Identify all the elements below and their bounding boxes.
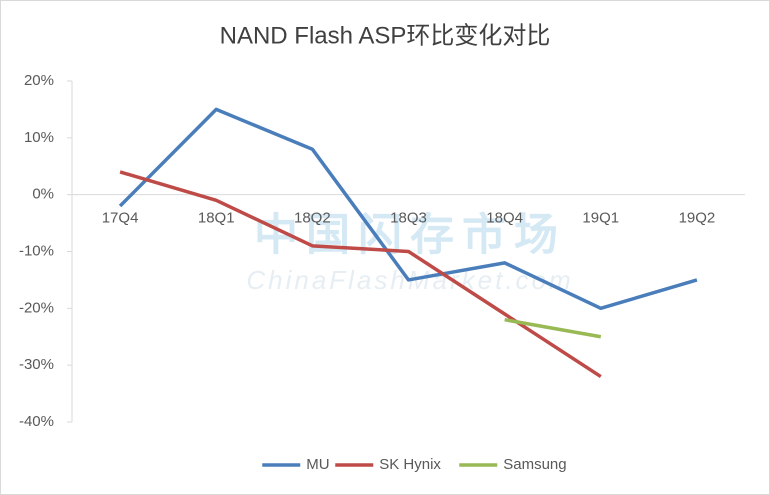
- x-tick-label: 19Q2: [679, 210, 716, 227]
- chart-title: NAND Flash ASP环比变化对比: [220, 22, 551, 49]
- legend-label: SK Hynix: [379, 456, 441, 473]
- y-tick-label: 20%: [24, 72, 54, 89]
- legend-label: Samsung: [503, 456, 566, 473]
- y-tick-label: -40%: [19, 413, 54, 430]
- x-tick-label: 19Q1: [582, 210, 619, 227]
- line-series: [119, 170, 602, 379]
- x-tick-label: 18Q3: [390, 210, 427, 227]
- y-tick-label: -10%: [19, 242, 54, 259]
- x-tick-label: 17Q4: [102, 210, 139, 227]
- line-series: [504, 317, 602, 339]
- legend-label: MU: [306, 456, 329, 473]
- y-tick-label: -30%: [19, 356, 54, 373]
- x-tick-label: 18Q1: [198, 210, 235, 227]
- x-tick-label: 18Q4: [486, 210, 523, 227]
- y-tick-label: -20%: [19, 299, 54, 316]
- y-tick-label: 0%: [32, 186, 54, 203]
- line-series: [118, 107, 698, 311]
- y-tick-label: 10%: [24, 129, 54, 146]
- x-tick-label: 18Q2: [294, 210, 331, 227]
